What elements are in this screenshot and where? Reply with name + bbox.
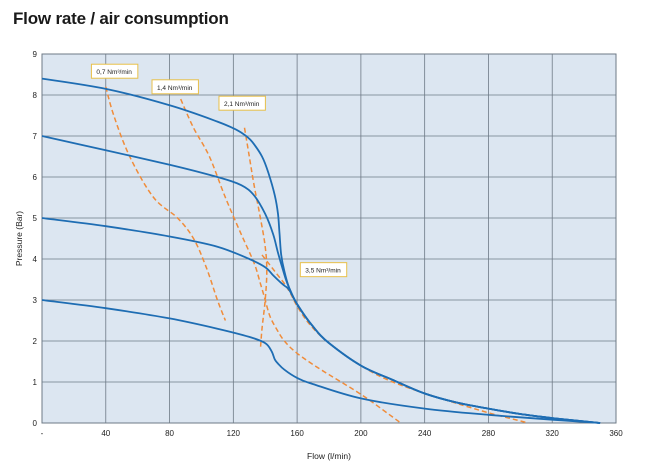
- x-tick-label: 160: [290, 429, 304, 438]
- x-tick-label: 280: [482, 429, 496, 438]
- callout-text: 2,1 Nm³/min: [224, 101, 260, 108]
- callout-layer: 0,7 Nm³/min 1,4 Nm³/min 2,1 Nm³/min 3,5 Nm³…: [90, 63, 348, 278]
- consumption-curve: [105, 86, 227, 321]
- callout-box: [218, 95, 266, 111]
- chart-title: Flow rate / air consumption: [13, 9, 229, 28]
- callout-text: 0,7 Nm³/min: [96, 69, 132, 76]
- callout-box: [90, 63, 139, 79]
- grid: [41, 53, 617, 424]
- y-tick-label: 8: [33, 91, 38, 100]
- y-tick-label: 4: [33, 255, 38, 264]
- x-tick-label: 240: [418, 429, 432, 438]
- y-tick-label: 9: [33, 50, 38, 59]
- y-tick-label: 5: [33, 214, 38, 223]
- callout-label: 0,7 Nm³/min: [90, 63, 139, 79]
- callout-label: 1,4 Nm³/min: [151, 79, 199, 95]
- callout-box: [299, 262, 348, 278]
- x-tick-label: 120: [227, 429, 241, 438]
- series-layer: [41, 77, 601, 424]
- y-axis-label: Pressure (Bar): [14, 211, 24, 266]
- consumption-curve: [243, 127, 268, 350]
- callout-text: 1,4 Nm³/min: [157, 85, 193, 92]
- plot-frame: [41, 53, 617, 424]
- x-tick-label: 360: [609, 429, 623, 438]
- consumption-curve: [180, 98, 402, 424]
- y-tick-label: 7: [33, 132, 38, 141]
- callout-label: 3,5 Nm³/min: [299, 262, 348, 278]
- y-tick-label: 6: [33, 173, 38, 182]
- x-tick-label: 80: [165, 429, 174, 438]
- y-tick-label: 0: [33, 419, 38, 428]
- x-tick-label: 200: [354, 429, 368, 438]
- callout-text: 3,5 Nm³/min: [305, 268, 341, 275]
- y-tick-label: 3: [33, 296, 38, 305]
- y-tick-label: 1: [33, 378, 38, 387]
- callout-label: 2,1 Nm³/min: [218, 95, 266, 111]
- x-tick-label: 320: [546, 429, 560, 438]
- x-tick-label: 40: [101, 429, 110, 438]
- plot-area: [42, 54, 616, 423]
- x-tick-label: -: [41, 429, 44, 438]
- x-axis-label: Flow (l/min): [307, 451, 351, 461]
- y-tick-label: 2: [33, 337, 38, 346]
- pressure-curve: [41, 217, 601, 424]
- callout-box: [151, 79, 199, 95]
- pressure-curve: [41, 299, 601, 424]
- tick-labels: - 40 80 120 160 200 240 280 320 360 0 1 2 3 4 5 6 7 8 9: [33, 50, 624, 438]
